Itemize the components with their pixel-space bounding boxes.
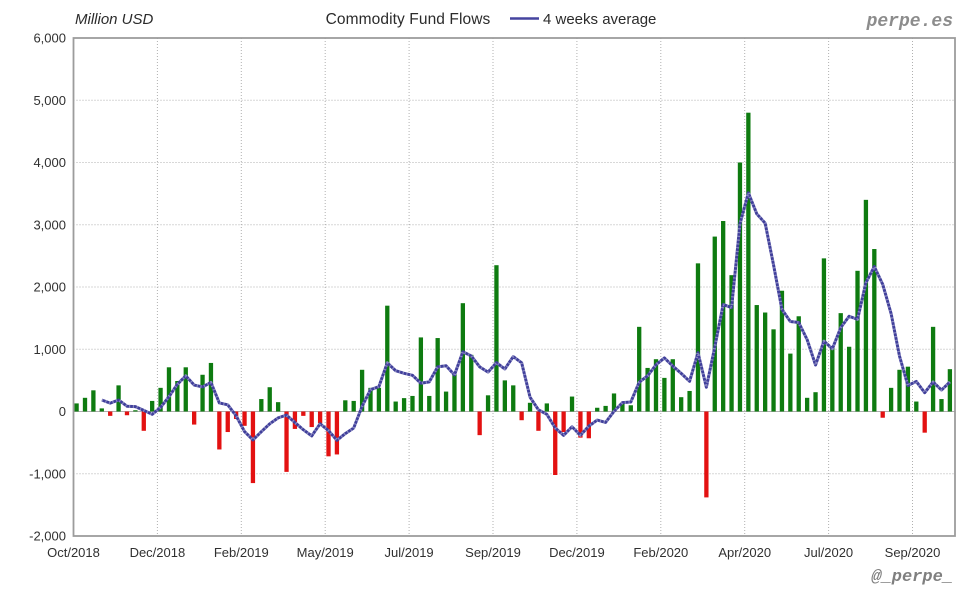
svg-text:@_perpe_: @_perpe_ xyxy=(871,568,953,587)
svg-text:Oct/2018: Oct/2018 xyxy=(47,545,100,560)
svg-text:Sep/2019: Sep/2019 xyxy=(465,545,521,560)
svg-text:6,000: 6,000 xyxy=(33,31,66,46)
svg-text:Apr/2020: Apr/2020 xyxy=(718,545,771,560)
svg-text:Feb/2019: Feb/2019 xyxy=(214,545,269,560)
svg-text:May/2019: May/2019 xyxy=(297,545,354,560)
svg-text:1,000: 1,000 xyxy=(33,342,66,357)
svg-text:Jul/2020: Jul/2020 xyxy=(804,545,853,560)
svg-text:Sep/2020: Sep/2020 xyxy=(885,545,941,560)
svg-text:Jul/2019: Jul/2019 xyxy=(385,545,434,560)
svg-text:Commodity Fund Flows: Commodity Fund Flows xyxy=(326,11,491,28)
svg-text:4 weeks average: 4 weeks average xyxy=(543,11,656,28)
svg-text:-2,000: -2,000 xyxy=(29,529,66,544)
svg-text:Dec/2019: Dec/2019 xyxy=(549,545,605,560)
svg-text:4,000: 4,000 xyxy=(33,155,66,170)
svg-text:5,000: 5,000 xyxy=(33,93,66,108)
svg-text:-1,000: -1,000 xyxy=(29,466,66,481)
svg-text:0: 0 xyxy=(59,404,66,419)
svg-text:Dec/2018: Dec/2018 xyxy=(130,545,186,560)
svg-text:2,000: 2,000 xyxy=(33,280,66,295)
svg-text:perpe.es: perpe.es xyxy=(866,12,953,32)
svg-text:Million USD: Million USD xyxy=(75,11,154,28)
svg-text:3,000: 3,000 xyxy=(33,217,66,232)
svg-text:Feb/2020: Feb/2020 xyxy=(633,545,688,560)
